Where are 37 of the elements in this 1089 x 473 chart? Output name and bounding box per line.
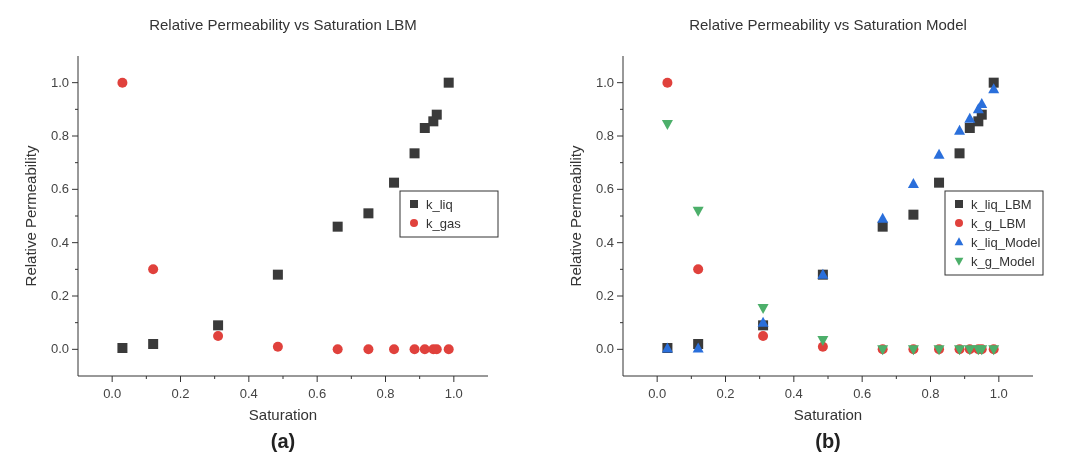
y-tick-label: 1.0 — [50, 74, 69, 90]
legend-label: k_g_Model — [971, 254, 1035, 269]
x-tick-label: 0.4 — [239, 386, 258, 401]
y-tick-label: 0.0 — [50, 341, 69, 357]
legend-label: k_liq — [426, 197, 453, 212]
x-axis-title: Saturation — [248, 406, 318, 423]
y-tick-label: 0.6 — [595, 181, 614, 197]
text: (b) — [815, 430, 841, 452]
y-axis-title: Relative Permeability — [22, 145, 39, 287]
x-tick-label: 0.6 — [308, 386, 327, 401]
x-tick-label: 0.2 — [716, 386, 735, 401]
y-tick-label: 0.6 — [50, 181, 69, 197]
y-tick-label: 0.4 — [595, 234, 614, 250]
x-tick-label: 0.6 — [853, 386, 872, 401]
y-tick-label: 0.8 — [50, 128, 69, 143]
chart-title: Relative Permeability vs Saturation LBM — [149, 16, 417, 33]
x-tick-label: 0.0 — [648, 386, 667, 401]
chart-title: Relative Permeability vs Saturation Model — [689, 16, 967, 33]
y-tick-label: 0.0 — [595, 341, 614, 357]
y-tick-label: 1.0 — [595, 74, 614, 90]
legend-label: k_gas — [426, 216, 462, 231]
y-tick-label: 0.8 — [595, 128, 614, 143]
x-tick-label: 0.4 — [784, 386, 803, 401]
y-axis-title: Relative Permeability — [567, 145, 584, 287]
y-tick-label: 0.2 — [595, 288, 614, 303]
legend-label: k_liq_Model — [971, 235, 1041, 250]
y-tick-label: 0.4 — [50, 234, 69, 250]
x-tick-label: 1.0 — [989, 386, 1008, 401]
y-tick-label: 0.2 — [50, 288, 69, 303]
text: (a) — [270, 430, 296, 452]
legend-label: k_liq_LBM — [971, 197, 1032, 212]
x-tick-label: 0.8 — [376, 386, 395, 401]
x-axis-title: Saturation — [793, 406, 863, 423]
x-tick-label: 0.2 — [171, 386, 190, 401]
x-tick-label: 0.8 — [921, 386, 940, 401]
x-tick-label: 1.0 — [444, 386, 463, 401]
legend-label: k_g_LBM — [971, 216, 1026, 231]
